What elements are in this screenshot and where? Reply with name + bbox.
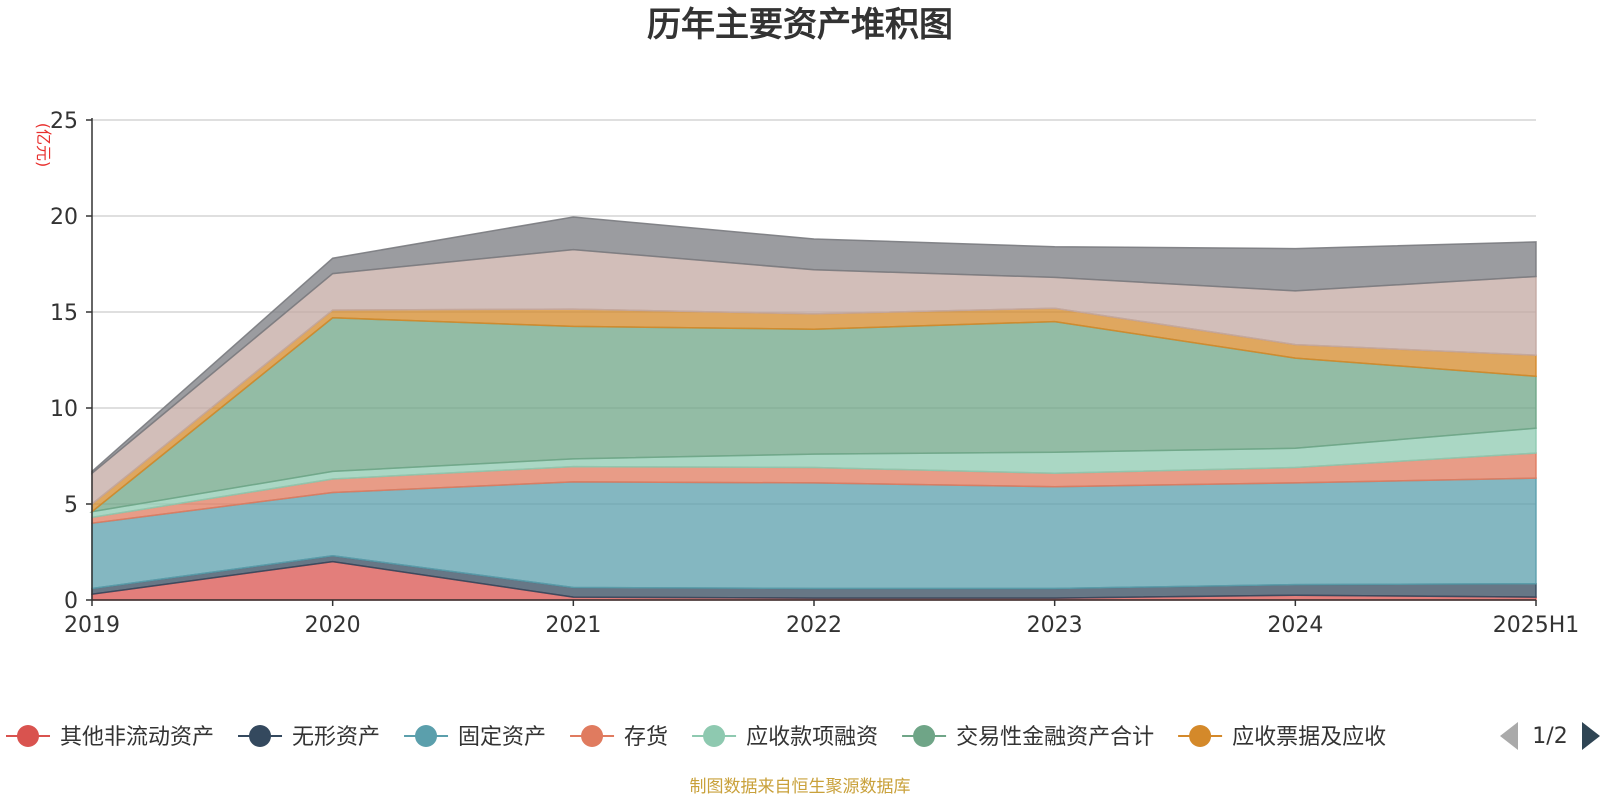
y-tick-label: 0 — [64, 589, 78, 614]
legend-label: 交易性金融资产合计 — [956, 725, 1154, 750]
stacked-areas — [89, 216, 1537, 601]
legend-label: 无形资产 — [292, 725, 380, 750]
legend-circle-icon — [913, 725, 936, 747]
triangle-left-icon[interactable] — [1500, 722, 1518, 750]
chart-title: 历年主要资产堆积图 — [647, 5, 953, 45]
data-source-note: 制图数据来自恒生聚源数据库 — [690, 777, 911, 797]
legend-item[interactable]: 应收票据及应收 — [1178, 725, 1386, 750]
y-axis-unit-label: (亿元) — [34, 123, 53, 168]
x-tick-label: 2022 — [786, 613, 842, 638]
area-series-9 — [91, 216, 1537, 475]
legend-circle-icon — [703, 725, 726, 747]
legend-circle-icon — [249, 725, 272, 747]
legend-item[interactable]: 应收款项融资 — [692, 725, 878, 750]
legend-label: 应收票据及应收 — [1232, 725, 1386, 750]
legend-item[interactable]: 其他非流动资产 — [6, 725, 214, 750]
y-tick-label: 10 — [50, 397, 78, 422]
legend-circle-icon — [581, 725, 604, 747]
y-tick-label: 25 — [50, 109, 78, 134]
legend: 其他非流动资产 无形资产 固定资产 存货 应收款项融资 交易性金融资产合计 应收票据及应收 — [6, 725, 1386, 750]
legend-label: 其他非流动资产 — [60, 725, 214, 750]
y-tick-label: 15 — [50, 301, 78, 326]
legend-circle-icon — [1189, 725, 1212, 747]
x-tick-label: 2020 — [305, 613, 361, 638]
legend-circle-icon — [415, 725, 438, 747]
x-tick-label: 2021 — [545, 613, 601, 638]
legend-page-indicator: 1/2 — [1532, 724, 1567, 749]
legend-item[interactable]: 无形资产 — [238, 725, 380, 750]
x-tick-label: 2024 — [1267, 613, 1323, 638]
y-tick-label: 20 — [50, 205, 78, 230]
legend-item[interactable]: 固定资产 — [404, 725, 546, 750]
triangle-right-icon[interactable] — [1582, 722, 1600, 750]
y-tick-label: 5 — [64, 493, 78, 518]
legend-pagination: 1/2 — [1500, 722, 1600, 750]
x-tick-label: 2023 — [1027, 613, 1083, 638]
legend-circle-icon — [17, 725, 39, 747]
x-tick-label: 2025H1 — [1493, 613, 1580, 638]
legend-label: 固定资产 — [458, 725, 546, 750]
legend-label: 存货 — [624, 725, 668, 750]
legend-label: 应收款项融资 — [746, 725, 878, 750]
x-tick-label: 2019 — [64, 613, 120, 638]
legend-item[interactable]: 交易性金融资产合计 — [902, 725, 1154, 750]
legend-item[interactable]: 存货 — [570, 725, 668, 750]
axes: 0 5 10 15 20 25 2019 2020 2021 2022 2023 2024 2025H1 — [50, 109, 1579, 638]
